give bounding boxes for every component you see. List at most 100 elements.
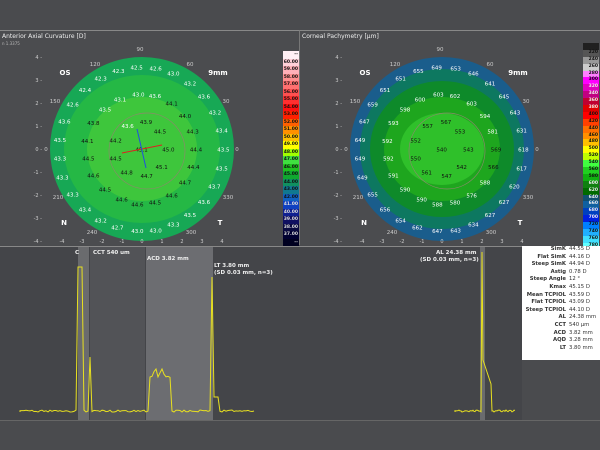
scale-entry: -- (283, 239, 299, 247)
result-value: 3.28 mm (566, 337, 593, 345)
pachymetry-map[interactable]: 4 - 3 - 2 - 1 - 0 - -1 - -2 - -3 - -4 - -4 -3 -2 -1 0… (300, 31, 600, 246)
result-row: CCT 540 µm (522, 322, 600, 330)
y-tick-label: -2 - (334, 193, 343, 199)
result-value: 3.80 mm (566, 345, 593, 353)
map-value: 643 (450, 228, 461, 234)
map-value: 654 (395, 218, 406, 224)
map-value: 593 (388, 121, 399, 127)
map-value: 588 (432, 202, 443, 208)
scale-entry (583, 43, 599, 50)
map-value: 44.1 (81, 139, 93, 145)
result-row: Astig 0.78 D (522, 269, 600, 277)
map-value: 617 (516, 166, 527, 172)
map-value: 43.5 (99, 107, 112, 113)
map-value: 43.7 (208, 185, 221, 191)
map-value: 43.3 (54, 157, 67, 163)
curvature-map[interactable]: 4 -3 -2 -1 -0 --1 --2 --3 --4 - -4 -3 -2 -1 0… (0, 31, 300, 246)
y-tick-label: -4 - (334, 239, 343, 245)
scale-entry: 240 (583, 57, 599, 64)
map-value: 43.9 (140, 120, 153, 126)
result-label: SimK (522, 246, 566, 254)
map-value: 42.6 (150, 67, 163, 73)
x-tick-label: 0 (140, 239, 143, 245)
angle-label: 210 (53, 195, 64, 201)
angle-label: 90 (437, 47, 444, 53)
map-value: 42.6 (67, 102, 80, 108)
map-value: 641 (485, 82, 496, 88)
map-value: 542 (456, 165, 467, 171)
result-value: 540 µm (566, 322, 589, 330)
scale-entry: 40.00 (283, 209, 299, 217)
result-value: 44.94 D (566, 261, 590, 269)
map-value: 43.5 (216, 166, 229, 172)
map-value: 42.3 (112, 69, 125, 75)
x-tick-label: 1 (460, 239, 463, 245)
angle-label: 300 (186, 230, 197, 236)
map-value: 43.6 (198, 200, 211, 206)
scale-entry: -- (283, 51, 299, 59)
result-row: Steep TCPIOL 44.10 D (522, 307, 600, 315)
result-value: 3.82 mm (566, 330, 593, 338)
map-value: 557 (422, 124, 433, 130)
map-value: 44.6 (116, 197, 129, 203)
scale-entry: 51.00 (283, 126, 299, 134)
map-value: 581 (487, 130, 498, 136)
angle-label: 30 (523, 99, 530, 105)
map-value: 43.5 (54, 138, 67, 144)
map-value: 600 (415, 97, 426, 103)
x-tick-label: -1 (420, 239, 425, 245)
map-value: 43.0 (131, 229, 144, 235)
map-value: 651 (380, 88, 391, 94)
map-value: 44.1 (166, 102, 178, 108)
scale-entry: 47.00 (283, 156, 299, 164)
angle-label: 330 (223, 195, 234, 201)
scale-entry: 740 (583, 229, 599, 236)
result-label: ACD (522, 330, 566, 338)
scale-entry: 560 (583, 167, 599, 174)
map-orientation-label: N (61, 219, 67, 227)
map-value: 43.2 (184, 82, 196, 88)
curvature-color-scale: -- 60.00 59.00 58.00 57.00 56.00 55.00 54.00 53.… (283, 51, 299, 246)
angle-label: 60 (187, 62, 194, 68)
result-row: LT 3.80 mm (522, 345, 600, 353)
scale-entry: 37.00 (283, 231, 299, 239)
map-value: 44.5 (154, 130, 167, 136)
result-label: Kmax (522, 284, 566, 292)
angle-label: 240 (387, 230, 398, 236)
angle-label: 0 (235, 147, 239, 153)
angle-label: 150 (50, 99, 61, 105)
x-tick-label: 2 (180, 239, 183, 245)
result-value: 44.10 D (566, 307, 590, 315)
map-value: 631 (516, 128, 527, 134)
map-value: 543 (463, 147, 474, 153)
map-value: 44.4 (187, 165, 200, 171)
scale-entry: 53.00 (283, 111, 299, 119)
angle-label: 0 (44, 147, 48, 153)
scale-entry: 56.00 (283, 89, 299, 97)
acd-label: ACD 3.82 mm (147, 256, 189, 262)
map-orientation-label: N (361, 219, 367, 227)
result-label: Steep Angle (522, 276, 566, 284)
result-row: AQD 3.28 mm (522, 337, 600, 345)
scale-entry: 46.00 (283, 164, 299, 172)
y-tick-label: 3 - (35, 78, 42, 84)
map-value: 567 (441, 120, 452, 126)
y-tick-label: 4 - (35, 55, 42, 61)
y-tick-label: 3 - (335, 78, 342, 84)
result-label: Astig (522, 269, 566, 277)
map-value: 43.3 (56, 176, 69, 182)
result-label: AQD (522, 337, 566, 345)
pachymetry-color-scale: 220 240 260 280 300 320 340 360 380 400 420 440 460 4… (583, 43, 599, 250)
result-row: ACD 3.82 mm (522, 330, 600, 338)
map-value: 43.4 (79, 207, 92, 213)
result-value: 24.38 mm (566, 314, 596, 322)
map-value: 44.5 (82, 157, 95, 163)
scale-entry: 60.00 (283, 59, 299, 67)
map-value: 655 (413, 69, 424, 75)
x-tick-label: -2 (400, 239, 405, 245)
map-orientation-label: OS (60, 69, 71, 77)
map-value: 550 (410, 157, 421, 163)
result-value: 44.55 D (566, 246, 590, 254)
map-value: 592 (383, 157, 394, 163)
map-value: 576 (466, 193, 477, 199)
